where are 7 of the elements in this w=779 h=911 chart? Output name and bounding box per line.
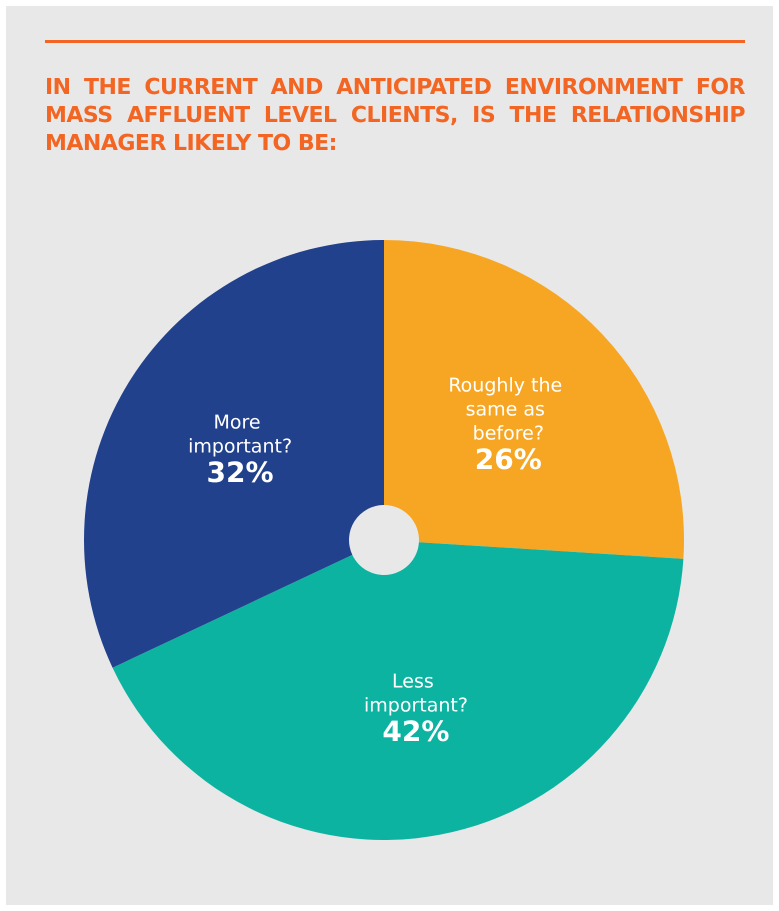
slice-label: More important?: [188, 412, 292, 458]
chart-title: IN THE CURRENT AND ANTICIPATED ENVIRONMENT FOR MASS AFFLUENT LEVEL CLIENTS, IS THE RELATIONSHIP MANAGER LIKELY TO BE:: [45, 74, 745, 158]
slice-label: Less important?: [364, 670, 468, 716]
data-label: 32%: [206, 456, 274, 490]
data-label: 42%: [382, 714, 450, 748]
slice-label: Roughly the same as before?: [448, 374, 568, 444]
data-label: 26%: [474, 442, 542, 476]
